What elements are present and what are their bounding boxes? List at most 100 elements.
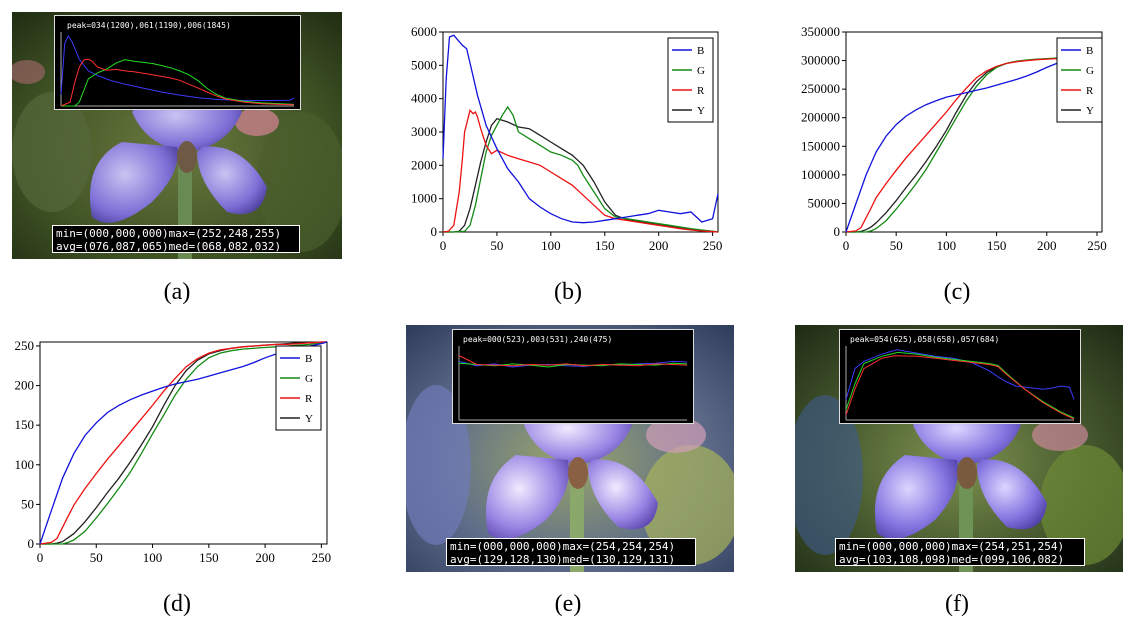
peak-label: peak=034(1200),061(1190),006(1845) xyxy=(67,21,231,30)
stats-avg-med: avg=(103,108,098)med=(099,106,082) xyxy=(839,553,1065,566)
chart-c: 0 50000 100000 150000 200000 250000 300000 3500… xyxy=(801,24,1107,253)
y-tick-label: 100000 xyxy=(801,167,840,182)
hist-line-B xyxy=(60,34,295,101)
series-line-G xyxy=(443,105,719,233)
x-tick-label: 150 xyxy=(199,550,219,565)
caption-b: (b) xyxy=(554,279,582,305)
stats-avg-med: avg=(076,087,065)med=(068,082,032) xyxy=(56,240,282,253)
hist-line-G xyxy=(845,351,1075,419)
y-tick-label: 2000 xyxy=(411,157,437,172)
y-tick-label: 350000 xyxy=(801,24,840,39)
y-tick-label: 150000 xyxy=(801,138,840,153)
panel-a: peak=034(1200),061(1190),006(1845) min=(… xyxy=(9,12,347,259)
legend-label-R: R xyxy=(305,393,313,405)
histogram-a: peak=034(1200),061(1190),006(1845) xyxy=(60,21,295,107)
stats-min-max: min=(000,000,000)max=(254,254,254) xyxy=(450,540,676,553)
series-line-R xyxy=(442,108,719,233)
peak-label: peak=000(523),003(531),240(475) xyxy=(463,335,612,344)
hist-line-R xyxy=(60,58,295,107)
series-line-Y xyxy=(443,117,719,233)
x-tick-label: 200 xyxy=(649,238,669,253)
series-line-R xyxy=(39,341,327,545)
x-tick-label: 50 xyxy=(890,238,903,253)
y-tick-label: 200 xyxy=(15,378,35,393)
legend-label-B: B xyxy=(1086,45,1093,57)
legend xyxy=(667,37,714,123)
caption-e: (e) xyxy=(554,591,582,617)
legend xyxy=(1056,37,1103,123)
y-tick-label: 0 xyxy=(28,536,35,551)
x-tick-label: 150 xyxy=(595,238,615,253)
y-tick-label: 0 xyxy=(834,224,841,239)
x-tick-label: 0 xyxy=(37,550,44,565)
x-tick-label: 150 xyxy=(987,238,1007,253)
panel-b: 0 1000 2000 3000 4000 5000 6000 0 50 100 150 200 250… xyxy=(398,22,728,282)
panel-f: peak=054(625),058(658),057(684) min=(000… xyxy=(787,325,1130,572)
stats-overlay-f: min=(000,000,000)max=(254,251,254) avg=(… xyxy=(835,538,1085,566)
peak-label: peak=054(625),058(658),057(684) xyxy=(850,335,999,344)
y-tick-label: 100 xyxy=(15,457,35,472)
y-tick-label: 3000 xyxy=(411,124,437,139)
legend-label-Y: Y xyxy=(305,413,313,425)
y-tick-label: 5000 xyxy=(411,57,437,72)
x-tick-label: 250 xyxy=(703,238,723,253)
x-tick-label: 100 xyxy=(541,238,561,253)
y-tick-label: 6000 xyxy=(411,24,437,39)
x-tick-label: 50 xyxy=(490,238,503,253)
x-tick-label: 200 xyxy=(255,550,275,565)
x-tick-label: 0 xyxy=(440,238,447,253)
caption-c: (c) xyxy=(943,279,971,305)
chart-b: 0 1000 2000 3000 4000 5000 6000 0 50 100 150 200 250… xyxy=(411,24,723,253)
x-tick-label: 250 xyxy=(1087,238,1107,253)
histogram-e: peak=000(523),003(531),240(475) xyxy=(458,335,688,421)
y-tick-label: 4000 xyxy=(411,91,437,106)
y-tick-label: 250 xyxy=(15,338,35,353)
caption-a: (a) xyxy=(163,279,191,305)
y-tick-label: 150 xyxy=(15,417,35,432)
y-tick-label: 1000 xyxy=(411,191,437,206)
hist-line-B xyxy=(845,349,1075,400)
legend-label-G: G xyxy=(1086,65,1094,77)
histogram-overlay-e: peak=000(523),003(531),240(475) xyxy=(452,329,694,424)
legend-label-Y: Y xyxy=(1086,105,1094,117)
hist-line-G xyxy=(61,59,295,107)
histogram-f: peak=054(625),058(658),057(684) xyxy=(845,335,1075,421)
caption-d: (d) xyxy=(163,591,191,617)
x-tick-label: 100 xyxy=(937,238,957,253)
panel-e: peak=000(523),003(531),240(475) min=(000… xyxy=(401,325,741,572)
series-line-B xyxy=(442,34,719,224)
x-tick-label: 50 xyxy=(90,550,103,565)
y-tick-label: 50 xyxy=(21,496,34,511)
legend-label-R: R xyxy=(1086,85,1094,97)
stats-avg-med: avg=(129,128,130)med=(130,129,131) xyxy=(450,553,676,566)
stats-overlay-a: min=(000,000,000)max=(252,248,255) avg=(… xyxy=(52,225,300,253)
y-tick-label: 0 xyxy=(431,224,438,239)
legend-label-B: B xyxy=(697,45,704,57)
y-tick-label: 250000 xyxy=(801,81,840,96)
y-tick-label: 50000 xyxy=(808,195,841,210)
y-tick-label: 300000 xyxy=(801,53,840,68)
legend xyxy=(275,345,322,431)
x-tick-label: 100 xyxy=(143,550,163,565)
x-tick-label: 250 xyxy=(312,550,332,565)
legend-label-R: R xyxy=(697,85,705,97)
stats-overlay-e: min=(000,000,000)max=(254,254,254) avg=(… xyxy=(446,538,696,566)
legend-label-B: B xyxy=(305,353,312,365)
histogram-overlay-f: peak=054(625),058(658),057(684) xyxy=(839,329,1081,424)
hist-line-B xyxy=(458,360,688,368)
hist-line-R xyxy=(458,355,688,367)
x-tick-label: 200 xyxy=(1037,238,1057,253)
histogram-overlay-a: peak=034(1200),061(1190),006(1845) xyxy=(54,15,301,110)
caption-f: (f) xyxy=(945,591,969,617)
hist-line-R xyxy=(845,355,1075,420)
panel-c: 0 50000 100000 150000 200000 250000 300000 3500… xyxy=(778,22,1128,282)
stats-min-max: min=(000,000,000)max=(252,248,255) xyxy=(56,227,282,240)
legend-label-G: G xyxy=(697,65,705,77)
legend-label-G: G xyxy=(305,373,313,385)
panel-d: 0 50 100 150 200 250 0 50 100 150 200 250 B G R Y xyxy=(0,330,340,575)
y-tick-label: 200000 xyxy=(801,110,840,125)
stats-min-max: min=(000,000,000)max=(254,251,254) xyxy=(839,540,1065,553)
x-tick-label: 0 xyxy=(843,238,850,253)
legend-label-Y: Y xyxy=(697,105,705,117)
